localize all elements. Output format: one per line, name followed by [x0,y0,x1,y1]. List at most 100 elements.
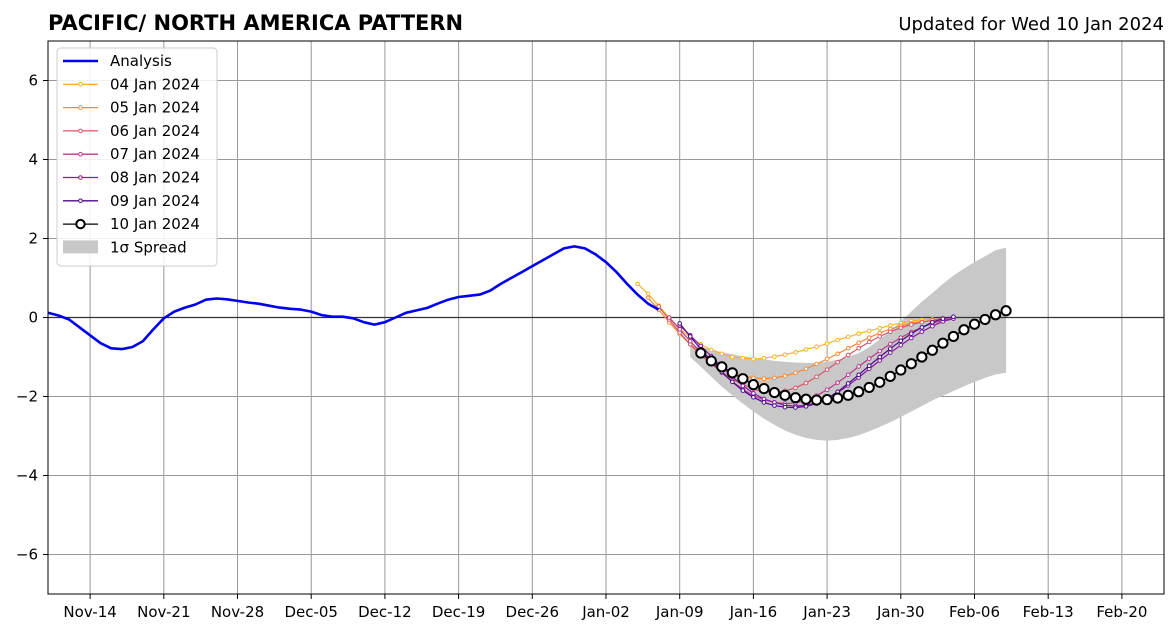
series-point [800,393,812,405]
series-point [926,344,938,356]
x-tick-label: Jan-23 [802,603,851,621]
series-point [730,354,735,360]
series-point [856,372,861,378]
y-tick-label: −2 [16,388,38,406]
legend: Analysis 04 Jan 2024 05 Jan 2024 06 Jan 202… [56,47,218,267]
series-point [772,375,777,381]
series-point [877,354,883,360]
legend-label: 04 Jan 2024 [110,75,200,93]
x-tick-label: Jan-02 [581,603,630,621]
series-point [793,405,798,410]
series-point [905,358,917,370]
x-tick-label: Nov-28 [211,603,264,621]
series-point [909,322,914,327]
chart-title: PACIFIC/ NORTH AMERICA PATTERN [48,11,463,35]
series-point [772,403,777,408]
series-point [884,370,896,382]
legend-series-marker [78,82,83,87]
series-point [814,344,819,350]
series-point [705,355,717,367]
legend-spread-swatch [63,240,98,254]
series-point [853,386,865,398]
series-point [779,389,791,401]
series-point [866,356,872,361]
x-axis-ticks: Nov-14 Nov-21 Nov-28 Dec-05 Dec-12 Dec-19 Dec-… [63,594,1147,621]
series-point [737,373,749,385]
series-point [793,385,798,391]
series-point [666,315,672,320]
series-point [866,335,872,340]
series-point [824,387,830,393]
x-tick-label: Nov-21 [137,603,190,621]
y-axis-ticks: −6 −4 −2 0 2 4 6 [16,72,48,564]
legend-series-marker [78,105,83,110]
series-point [726,367,738,379]
series-point [645,291,651,297]
x-tick-label: Dec-19 [432,603,486,621]
series-point [645,295,651,301]
series-point [782,404,788,410]
series-point [930,323,935,329]
y-tick-label: 4 [28,151,38,169]
series-point [863,381,875,394]
series-point [793,370,798,376]
analysis-series [47,245,660,351]
series-point [635,281,640,287]
series-point [877,325,883,331]
series-point [719,351,725,357]
series-point [677,321,682,326]
series-point [979,313,991,326]
series-point [887,341,893,347]
spread-area [690,247,1007,441]
series-point [782,352,788,357]
x-tick-label: Feb-06 [949,603,1000,621]
x-tick-label: Dec-12 [358,603,412,621]
legend-label: 08 Jan 2024 [110,169,200,187]
series-point [835,337,840,343]
series-point [845,334,851,340]
legend-label: Analysis [110,52,172,70]
series-point [751,356,756,362]
series-point [740,355,746,361]
series-point [835,359,840,365]
series-point [740,383,746,389]
series-point [747,379,759,391]
series-point [761,376,767,382]
legend-label: 10 Jan 2024 [110,215,200,233]
x-tick-label: Dec-26 [506,603,560,621]
series-point [803,347,809,352]
series-point [687,334,693,339]
legend-series-marker [78,175,83,180]
series-point [845,381,851,386]
series-point [708,347,714,353]
series-point [821,394,833,406]
y-tick-label: −4 [16,467,38,485]
series-point [814,361,819,367]
series-point [1000,305,1012,317]
series-point [761,400,767,405]
series-point [824,367,830,372]
x-tick-label: Feb-20 [1096,603,1147,621]
series-point [803,380,809,386]
series-point [845,372,851,378]
series-point [687,338,693,344]
y-tick-label: 0 [28,309,38,327]
series-point [877,334,883,339]
series-point [866,328,872,334]
series-point [887,350,893,355]
series-point [835,380,840,385]
series-point [909,335,914,341]
series-point [789,392,802,404]
series-point [677,327,682,332]
series-point [832,392,844,404]
series-point [845,352,851,358]
series-point [730,379,735,385]
series-point [740,388,746,393]
series-point [751,394,756,400]
y-tick-label: −6 [16,546,38,564]
series-point [958,324,970,336]
series-point [947,330,960,343]
legend-series-marker [78,151,83,157]
series-point [940,316,946,321]
series-point [856,364,861,369]
